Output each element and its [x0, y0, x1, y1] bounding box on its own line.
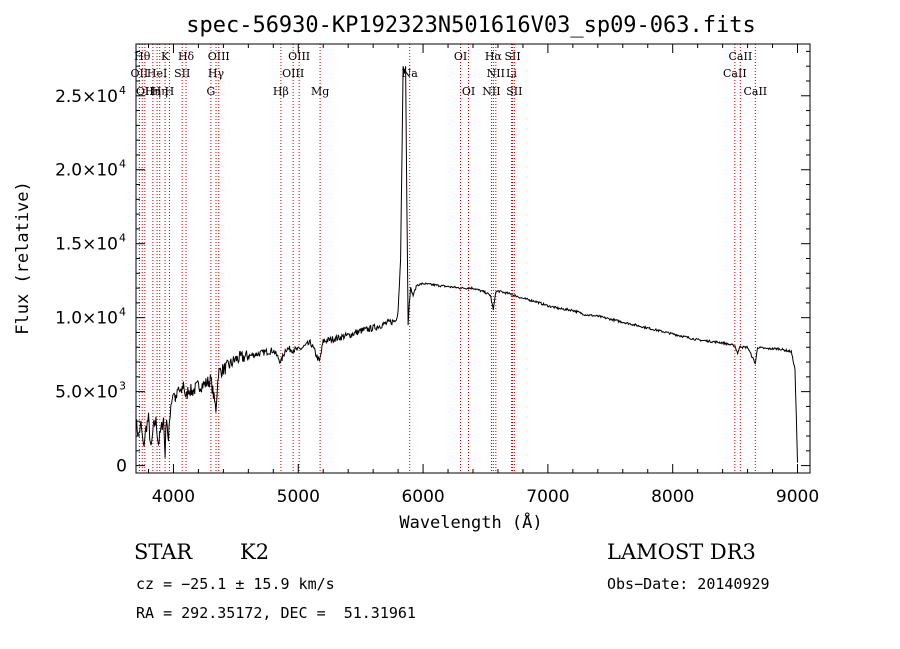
y-axis-label: Flux (relative) — [13, 181, 33, 335]
y-tick-exponent: 4 — [119, 232, 126, 245]
object-subclass: K2 — [240, 540, 270, 564]
spectral-line-label: Hγ — [208, 67, 225, 80]
chart-title: spec-56930-KP192323N501616V03_sp09-063.f… — [186, 13, 756, 38]
spectral-line-label: SII — [504, 50, 520, 63]
spectral-line-label: Hη — [145, 85, 161, 98]
x-tick-label: 9000 — [776, 487, 819, 507]
x-tick-label: 8000 — [651, 487, 694, 507]
y-tick-exponent: 4 — [119, 84, 126, 97]
spectral-line-label: NII — [482, 85, 500, 98]
x-axis-label: Wavelength (Å) — [399, 511, 542, 533]
spectral-line-label: OIII — [288, 50, 310, 63]
spectral-line-label: OII — [131, 67, 149, 80]
spectral-line-label: Li — [506, 67, 517, 80]
x-tick-label: 5000 — [277, 487, 320, 507]
spectral-line-label: K — [161, 50, 170, 63]
spectral-line-label: CaII — [723, 67, 747, 80]
x-tick-label: 7000 — [526, 487, 569, 507]
spectral-line-label: CaII — [743, 85, 767, 98]
y-tick-label: 1.5×10 — [55, 235, 118, 255]
spectral-line-label: OIII — [208, 50, 230, 63]
y-tick-label: 5.0×10 — [55, 383, 118, 403]
spectral-line-label: HeI — [147, 67, 167, 80]
spectral-line-label: OIII — [282, 67, 304, 80]
y-tick-label: 2.5×10 — [55, 87, 118, 107]
coordinates: RA = 292.35172, DEC = 51.31961 — [136, 604, 416, 622]
spectral-line-label: Hθ — [134, 50, 151, 63]
spectral-line-label: Mg — [311, 85, 329, 98]
spectral-line-label: Hη — [152, 85, 168, 98]
observation-date: Obs−Date: 20140929 — [607, 575, 770, 593]
spectral-line-label: CaII — [729, 50, 753, 63]
spectral-line-label: OII — [136, 85, 154, 98]
y-tick-exponent: 3 — [119, 380, 126, 393]
spectral-line-label: NII — [487, 67, 505, 80]
object-class: STAR — [134, 540, 193, 564]
spectral-line-label: Hβ — [273, 85, 289, 98]
spectral-line-label: Hα — [485, 50, 503, 63]
spectrum-line — [135, 66, 798, 463]
spectral-line-label: SII — [174, 67, 190, 80]
x-tick-label: 6000 — [401, 487, 444, 507]
survey-name: LAMOST DR3 — [607, 540, 756, 564]
spectral-line-label: G — [206, 85, 215, 98]
plot-frame — [135, 43, 811, 474]
y-tick-label: 0 — [116, 457, 127, 477]
spectral-line-markers: OIIHθOIIHηHeIHηKHSIIHδGHγOIIIHβOIIIOIIIM… — [131, 44, 767, 473]
y-axis-ticks: 05.0×10 31.0×10 41.5×10 42.0×10 42.5×10 4 — [55, 50, 810, 477]
y-tick-exponent: 4 — [119, 158, 126, 171]
y-tick-label: 1.0×10 — [55, 309, 118, 329]
spectral-line-label: H — [165, 85, 175, 98]
spectral-line-label: OI — [454, 50, 467, 63]
spectral-line-label: SII — [506, 85, 522, 98]
redshift-velocity: cz = −25.1 ± 15.9 km/s — [136, 575, 335, 593]
y-tick-label: 2.0×10 — [55, 161, 118, 181]
x-axis-ticks: 4000 5000 6000 7000 8000 9000 — [147, 44, 819, 507]
x-tick-label: 4000 — [152, 487, 195, 507]
spectral-line-label: Hδ — [178, 50, 195, 63]
spectral-line-label: OI — [462, 85, 475, 98]
y-tick-exponent: 4 — [119, 306, 126, 319]
